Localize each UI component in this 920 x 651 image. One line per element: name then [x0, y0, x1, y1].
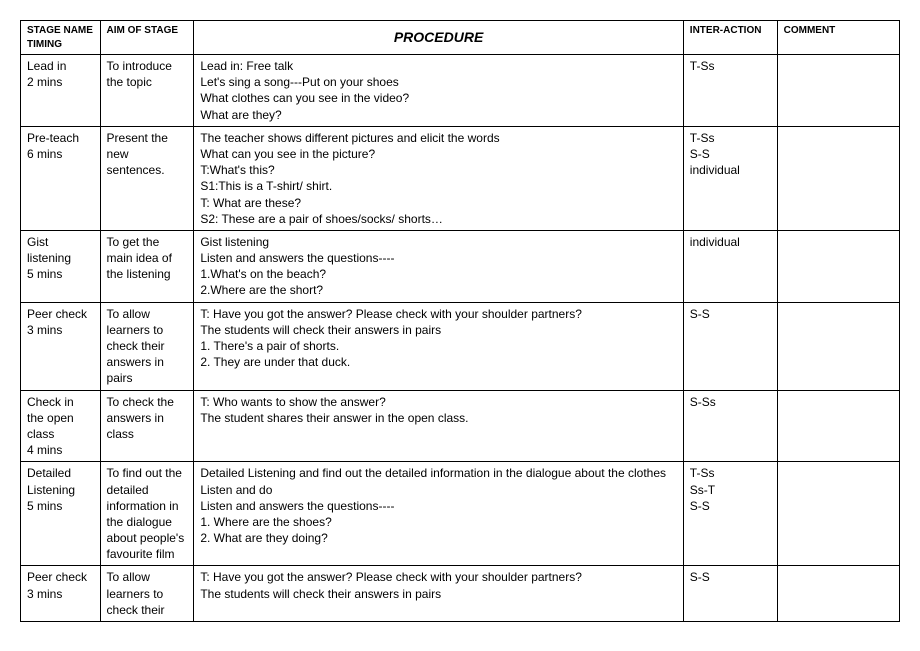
- cell-procedure: Detailed Listening and find out the deta…: [194, 462, 683, 566]
- cell-comment: [777, 390, 899, 462]
- cell-procedure: Lead in: Free talk Let's sing a song---P…: [194, 55, 683, 127]
- cell-procedure: T: Who wants to show the answer? The stu…: [194, 390, 683, 462]
- header-aim: AIM OF STAGE: [100, 21, 194, 55]
- table-row: Check in the open class 4 mins To check …: [21, 390, 900, 462]
- cell-interaction: individual: [683, 230, 777, 302]
- cell-comment: [777, 462, 899, 566]
- cell-aim: To allow learners to check their: [100, 566, 194, 622]
- cell-comment: [777, 126, 899, 230]
- cell-interaction: T-Ss Ss-T S-S: [683, 462, 777, 566]
- table-row: Gist listening 5 mins To get the main id…: [21, 230, 900, 302]
- cell-comment: [777, 566, 899, 622]
- cell-stage: Gist listening 5 mins: [21, 230, 101, 302]
- header-row: STAGE NAME TIMING AIM OF STAGE PROCEDURE…: [21, 21, 900, 55]
- cell-stage: Peer check 3 mins: [21, 302, 101, 390]
- cell-stage: Peer check 3 mins: [21, 566, 101, 622]
- cell-aim: To allow learners to check their answers…: [100, 302, 194, 390]
- cell-aim: To find out the detailed information in …: [100, 462, 194, 566]
- cell-aim: Present the new sentences.: [100, 126, 194, 230]
- cell-interaction: S-S: [683, 302, 777, 390]
- table-row: Peer check 3 mins To allow learners to c…: [21, 566, 900, 622]
- cell-aim: To introduce the topic: [100, 55, 194, 127]
- cell-interaction: T-Ss: [683, 55, 777, 127]
- cell-interaction: S-Ss: [683, 390, 777, 462]
- table-row: Pre-teach 6 mins Present the new sentenc…: [21, 126, 900, 230]
- table-row: Peer check 3 mins To allow learners to c…: [21, 302, 900, 390]
- cell-comment: [777, 302, 899, 390]
- header-comment: COMMENT: [777, 21, 899, 55]
- cell-procedure: Gist listening Listen and answers the qu…: [194, 230, 683, 302]
- header-interaction: INTER-ACTION: [683, 21, 777, 55]
- cell-procedure: The teacher shows different pictures and…: [194, 126, 683, 230]
- cell-comment: [777, 230, 899, 302]
- header-stage: STAGE NAME TIMING: [21, 21, 101, 55]
- cell-stage: Lead in 2 mins: [21, 55, 101, 127]
- cell-aim: To check the answers in class: [100, 390, 194, 462]
- cell-stage: Detailed Listening 5 mins: [21, 462, 101, 566]
- cell-stage: Pre-teach 6 mins: [21, 126, 101, 230]
- cell-procedure: T: Have you got the answer? Please check…: [194, 302, 683, 390]
- cell-procedure: T: Have you got the answer? Please check…: [194, 566, 683, 622]
- cell-aim: To get the main idea of the listening: [100, 230, 194, 302]
- cell-comment: [777, 55, 899, 127]
- lesson-plan-table: STAGE NAME TIMING AIM OF STAGE PROCEDURE…: [20, 20, 900, 622]
- header-procedure: PROCEDURE: [194, 21, 683, 55]
- cell-interaction: T-Ss S-S individual: [683, 126, 777, 230]
- cell-stage: Check in the open class 4 mins: [21, 390, 101, 462]
- table-row: Lead in 2 mins To introduce the topic Le…: [21, 55, 900, 127]
- cell-interaction: S-S: [683, 566, 777, 622]
- table-row: Detailed Listening 5 mins To find out th…: [21, 462, 900, 566]
